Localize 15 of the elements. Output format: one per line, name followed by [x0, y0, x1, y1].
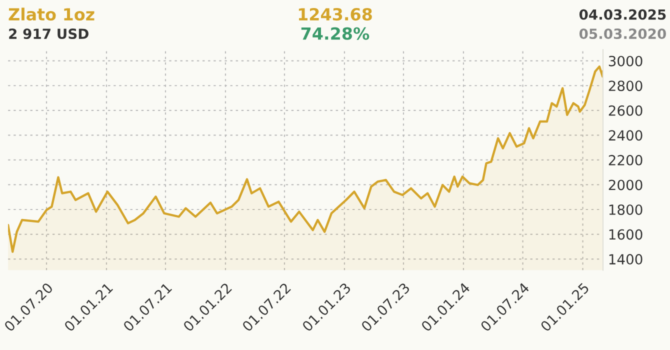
y-tick-label: 2400 [608, 130, 642, 141]
text: 2 917 USD [9, 28, 88, 40]
y-tick-label: 1400 [609, 254, 642, 265]
y-tick-label: 3000 [608, 56, 642, 66]
y-tick-label: 2800 [608, 80, 642, 92]
y-tick-label: 2000 [608, 180, 642, 190]
text: 05.03.2020 [579, 28, 666, 40]
y-tick-label: 2200 [608, 154, 642, 166]
text: 04.03.2025 [579, 9, 666, 20]
y-tick-label: 1800 [609, 204, 642, 215]
text: 1243.68 [298, 8, 372, 21]
chart-title: Zlato 1oz [8, 8, 94, 21]
y-tick-label: 1600 [609, 229, 642, 240]
text: 74.28% [301, 27, 370, 40]
y-tick-label: 2600 [608, 105, 642, 116]
